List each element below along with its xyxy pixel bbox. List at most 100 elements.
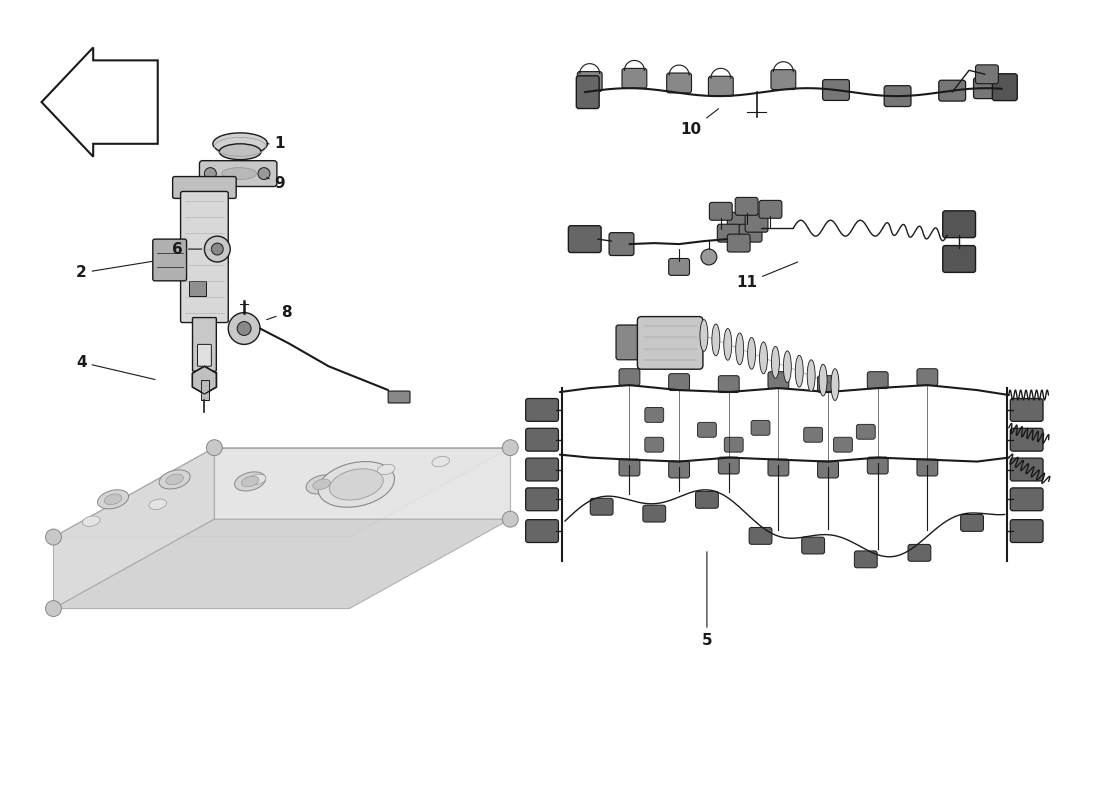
Ellipse shape <box>82 516 100 526</box>
Ellipse shape <box>160 470 190 489</box>
Ellipse shape <box>312 479 330 490</box>
FancyBboxPatch shape <box>388 391 410 403</box>
Circle shape <box>207 440 222 456</box>
Ellipse shape <box>234 472 265 491</box>
Ellipse shape <box>104 494 122 505</box>
Polygon shape <box>214 448 510 519</box>
Circle shape <box>205 168 217 179</box>
FancyBboxPatch shape <box>609 233 634 255</box>
FancyBboxPatch shape <box>745 214 768 232</box>
Ellipse shape <box>807 360 815 391</box>
Ellipse shape <box>736 333 744 365</box>
FancyBboxPatch shape <box>751 420 770 435</box>
Ellipse shape <box>98 490 129 509</box>
FancyBboxPatch shape <box>857 424 876 439</box>
FancyBboxPatch shape <box>718 457 739 474</box>
FancyBboxPatch shape <box>739 224 762 242</box>
Ellipse shape <box>306 475 337 494</box>
FancyBboxPatch shape <box>667 73 692 93</box>
Text: 8: 8 <box>266 305 293 320</box>
Polygon shape <box>192 366 217 394</box>
Ellipse shape <box>222 168 256 179</box>
Ellipse shape <box>724 329 732 360</box>
FancyBboxPatch shape <box>817 376 838 393</box>
Text: 9: 9 <box>266 176 285 191</box>
Circle shape <box>258 168 270 179</box>
FancyBboxPatch shape <box>1010 520 1043 542</box>
FancyBboxPatch shape <box>759 200 782 218</box>
FancyBboxPatch shape <box>526 398 559 422</box>
Circle shape <box>503 511 518 527</box>
FancyBboxPatch shape <box>645 438 663 452</box>
FancyBboxPatch shape <box>960 514 983 531</box>
FancyBboxPatch shape <box>867 457 888 474</box>
FancyBboxPatch shape <box>917 369 938 386</box>
FancyBboxPatch shape <box>180 191 229 322</box>
FancyBboxPatch shape <box>1010 458 1043 481</box>
Circle shape <box>238 322 251 335</box>
Ellipse shape <box>330 469 383 500</box>
FancyBboxPatch shape <box>526 488 559 510</box>
FancyBboxPatch shape <box>867 372 888 389</box>
FancyBboxPatch shape <box>804 427 823 442</box>
FancyBboxPatch shape <box>695 491 718 508</box>
FancyBboxPatch shape <box>669 374 690 390</box>
Ellipse shape <box>166 474 184 485</box>
Ellipse shape <box>820 364 827 396</box>
FancyBboxPatch shape <box>669 461 690 478</box>
Bar <box>188 281 207 296</box>
Text: 4: 4 <box>76 354 155 379</box>
Ellipse shape <box>148 499 166 510</box>
FancyBboxPatch shape <box>642 505 666 522</box>
Circle shape <box>205 236 230 262</box>
Text: 2: 2 <box>76 262 152 280</box>
FancyBboxPatch shape <box>976 65 999 84</box>
Text: 10: 10 <box>681 109 718 138</box>
FancyBboxPatch shape <box>718 376 739 393</box>
Text: 5: 5 <box>702 552 712 648</box>
FancyBboxPatch shape <box>717 224 740 242</box>
Ellipse shape <box>712 324 719 356</box>
FancyBboxPatch shape <box>1010 398 1043 422</box>
FancyBboxPatch shape <box>1010 428 1043 451</box>
FancyBboxPatch shape <box>192 318 217 371</box>
FancyBboxPatch shape <box>771 70 795 90</box>
FancyBboxPatch shape <box>802 537 825 554</box>
FancyBboxPatch shape <box>823 79 849 101</box>
FancyBboxPatch shape <box>884 86 911 106</box>
Ellipse shape <box>249 474 266 485</box>
Ellipse shape <box>213 133 267 154</box>
Text: 11: 11 <box>736 262 798 290</box>
Ellipse shape <box>748 338 756 370</box>
FancyBboxPatch shape <box>669 258 690 275</box>
FancyBboxPatch shape <box>621 68 647 88</box>
FancyBboxPatch shape <box>749 527 772 544</box>
Ellipse shape <box>700 319 708 351</box>
FancyBboxPatch shape <box>727 212 750 230</box>
Ellipse shape <box>830 369 839 401</box>
Ellipse shape <box>759 342 768 374</box>
FancyBboxPatch shape <box>708 76 734 96</box>
FancyBboxPatch shape <box>768 459 789 476</box>
FancyBboxPatch shape <box>153 239 187 281</box>
FancyBboxPatch shape <box>576 76 600 109</box>
FancyBboxPatch shape <box>974 78 1000 98</box>
FancyBboxPatch shape <box>526 520 559 542</box>
FancyBboxPatch shape <box>591 498 613 515</box>
Text: 1: 1 <box>267 136 285 151</box>
Polygon shape <box>54 448 215 609</box>
FancyBboxPatch shape <box>578 72 602 91</box>
Text: 6: 6 <box>173 242 201 257</box>
FancyBboxPatch shape <box>908 544 931 562</box>
Ellipse shape <box>318 462 395 507</box>
FancyBboxPatch shape <box>855 551 877 568</box>
FancyBboxPatch shape <box>1010 488 1043 510</box>
Ellipse shape <box>795 355 803 387</box>
FancyBboxPatch shape <box>710 202 733 220</box>
Polygon shape <box>54 519 510 609</box>
FancyBboxPatch shape <box>834 438 852 452</box>
Circle shape <box>503 440 518 456</box>
FancyBboxPatch shape <box>619 459 640 476</box>
FancyBboxPatch shape <box>616 325 642 360</box>
FancyBboxPatch shape <box>526 458 559 481</box>
